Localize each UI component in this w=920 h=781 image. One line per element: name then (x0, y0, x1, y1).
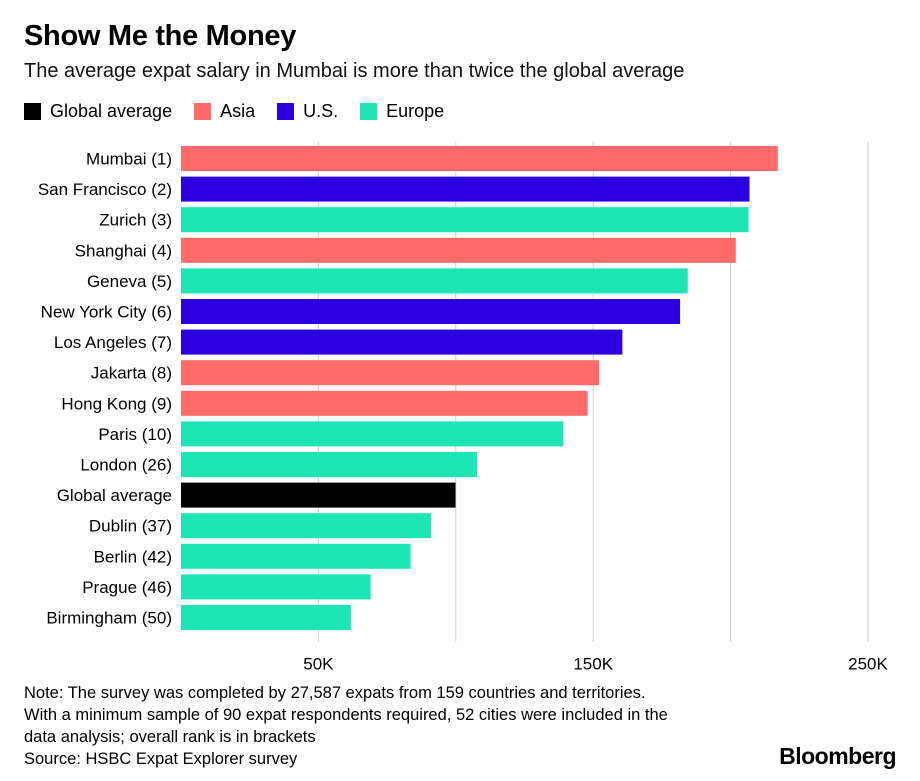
category-label: Zurich (3) (99, 211, 172, 230)
legend-label-europe: Europe (386, 101, 445, 121)
x-tick-label: 250K (848, 655, 888, 674)
category-label: Jakarta (8) (91, 364, 172, 383)
category-label: Shanghai (4) (75, 241, 172, 260)
category-label: Paris (10) (98, 425, 172, 444)
note-line-1: Note: The survey was completed by 27,587… (24, 684, 646, 702)
bar (181, 482, 456, 508)
category-label: New York City (6) (41, 303, 172, 322)
category-label: Hong Kong (9) (61, 394, 172, 413)
legend-item-global-average: Global average (24, 101, 172, 122)
bar (181, 452, 477, 477)
bar (181, 360, 599, 386)
legend-item-europe: Europe (360, 101, 444, 122)
note-line-2: With a minimum sample of 90 expat respon… (24, 706, 668, 724)
bloomberg-logo: Bloomberg (779, 743, 896, 769)
chart-title: Show Me the Money (24, 20, 297, 52)
legend: Global average Asia U.S. Europe (24, 101, 466, 122)
bar (181, 605, 351, 630)
category-label: London (26) (80, 456, 172, 475)
bar (181, 207, 749, 233)
legend-swatch-global-average (24, 103, 41, 120)
legend-label-us: U.S. (303, 101, 339, 121)
bar (181, 176, 750, 202)
legend-item-asia: Asia (194, 101, 255, 122)
bar-chart: Mumbai (1) San Francisco (2) Zurich (3) Sha… (38, 142, 889, 674)
footnote: Note: The survey was completed by 27,587… (24, 682, 784, 770)
category-label: Dublin (37) (89, 517, 172, 536)
category-label: Berlin (42) (94, 547, 172, 566)
bar (181, 513, 431, 539)
bar (181, 574, 371, 600)
bar (181, 299, 681, 324)
legend-swatch-asia (194, 103, 212, 120)
category-label: Global average (57, 486, 172, 505)
legend-label-asia: Asia (220, 101, 256, 121)
category-label: Los Angeles (7) (54, 333, 172, 352)
note-line-3: data analysis; overall rank is in bracke… (24, 728, 316, 746)
category-label: Geneva (5) (87, 272, 172, 291)
legend-item-us: U.S. (277, 101, 338, 122)
bar (181, 237, 736, 263)
chart-subtitle: The average expat salary in Mumbai is mo… (24, 60, 685, 82)
legend-swatch-europe (360, 103, 378, 120)
category-label: San Francisco (2) (38, 180, 172, 199)
bar (181, 390, 588, 416)
legend-swatch-us (277, 103, 295, 120)
bar (181, 268, 688, 294)
category-label: Prague (46) (82, 578, 172, 597)
bar (181, 329, 623, 355)
bar (181, 146, 778, 171)
x-tick-label: 50K (303, 655, 334, 674)
x-tick-label: 150K (573, 655, 613, 674)
bar (181, 421, 564, 447)
category-label: Birmingham (50) (46, 609, 172, 628)
bar (181, 543, 411, 569)
legend-label-global-average: Global average (50, 101, 173, 121)
category-label: Mumbai (1) (86, 150, 172, 169)
source-line: Source: HSBC Expat Explorer survey (24, 750, 298, 768)
